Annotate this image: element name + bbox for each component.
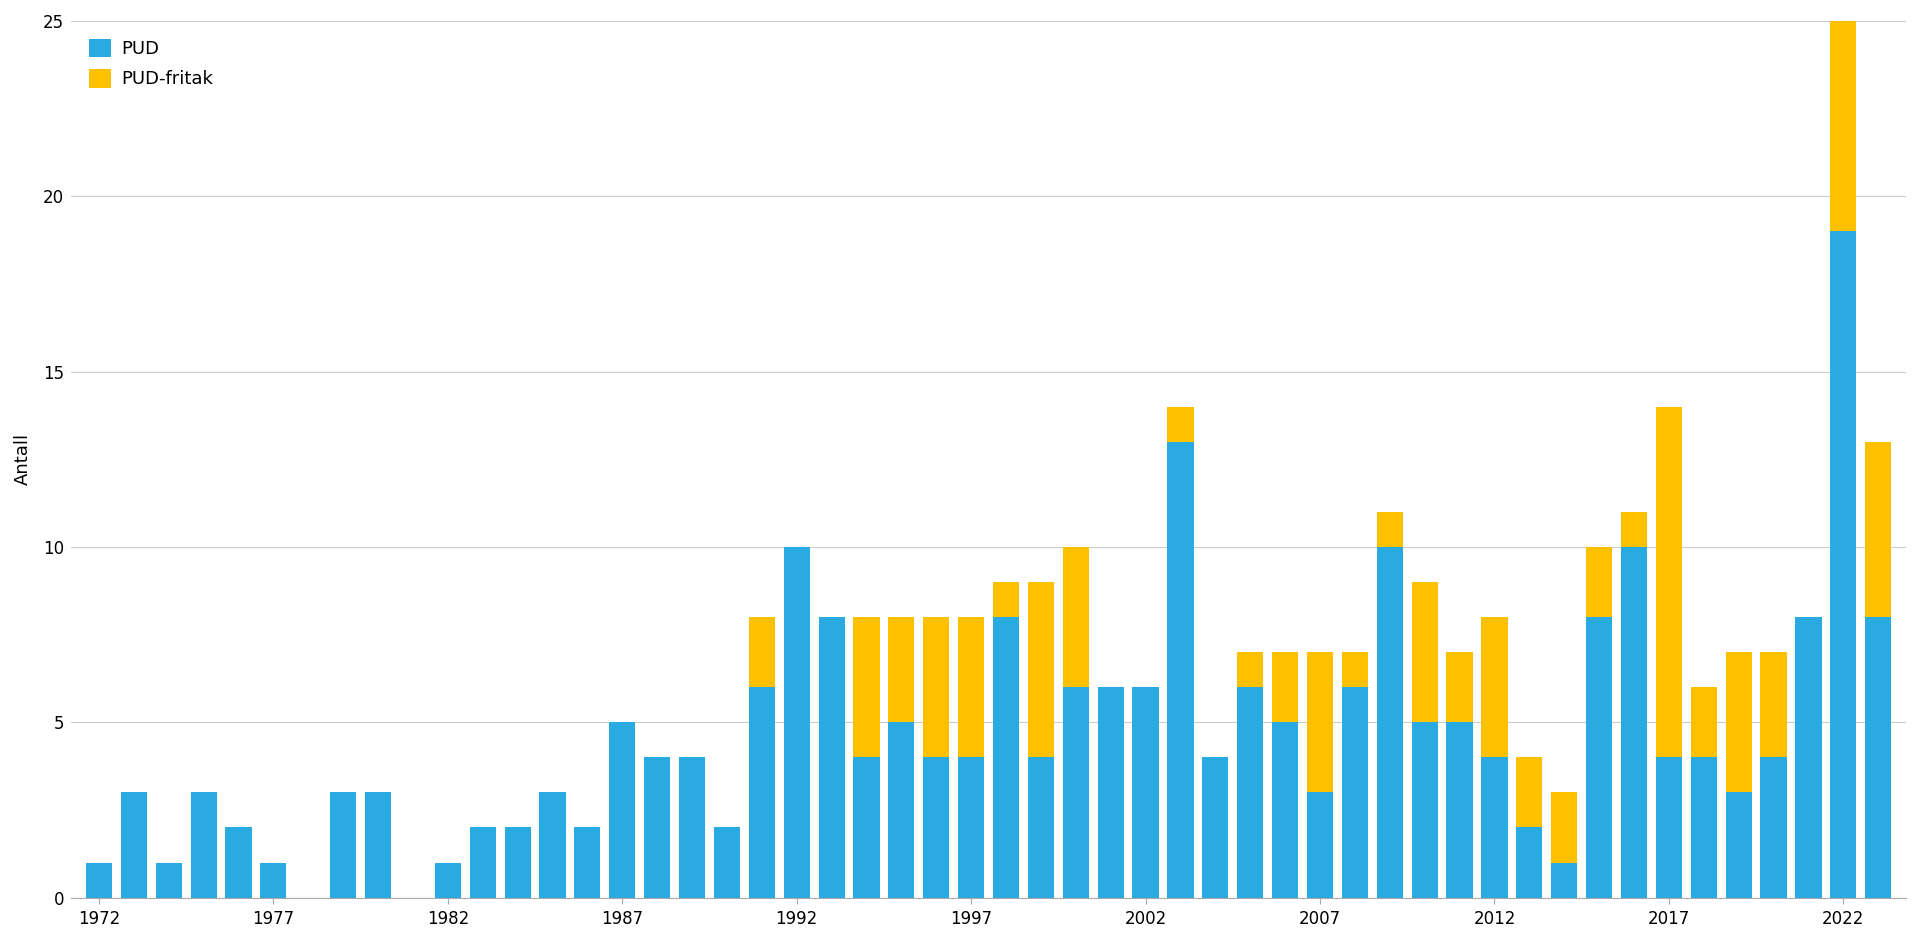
Bar: [225, 827, 252, 898]
Bar: [330, 792, 357, 898]
Bar: [749, 617, 776, 688]
Bar: [993, 617, 1020, 898]
Bar: [1342, 688, 1367, 898]
Bar: [156, 863, 182, 898]
Legend: PUD, PUD-fritak: PUD, PUD-fritak: [81, 30, 223, 98]
Bar: [1517, 757, 1542, 827]
Bar: [1761, 757, 1788, 898]
Bar: [852, 757, 879, 898]
Bar: [540, 792, 566, 898]
Bar: [574, 827, 601, 898]
Bar: [1167, 442, 1194, 898]
Bar: [680, 757, 705, 898]
Bar: [470, 827, 495, 898]
Bar: [1273, 652, 1298, 723]
Bar: [86, 863, 111, 898]
Bar: [852, 617, 879, 757]
Bar: [1761, 652, 1788, 757]
Bar: [749, 688, 776, 898]
Bar: [1308, 652, 1332, 792]
Bar: [1446, 652, 1473, 723]
Bar: [1586, 547, 1613, 617]
Bar: [1482, 757, 1507, 898]
Bar: [1202, 757, 1229, 898]
Bar: [1167, 407, 1194, 442]
Bar: [1864, 617, 1891, 898]
Bar: [1446, 723, 1473, 898]
Bar: [1864, 442, 1891, 617]
Bar: [958, 757, 985, 898]
Bar: [1308, 792, 1332, 898]
Bar: [1620, 547, 1647, 898]
Bar: [1586, 617, 1613, 898]
Bar: [1795, 617, 1822, 898]
Bar: [1726, 792, 1751, 898]
Bar: [505, 827, 530, 898]
Bar: [190, 792, 217, 898]
Bar: [1620, 512, 1647, 547]
Bar: [1098, 688, 1123, 898]
Bar: [924, 757, 948, 898]
Y-axis label: Antall: Antall: [13, 433, 33, 485]
Bar: [889, 617, 914, 723]
Bar: [609, 723, 636, 898]
Bar: [643, 757, 670, 898]
Bar: [434, 863, 461, 898]
Bar: [1064, 688, 1089, 898]
Bar: [1236, 652, 1263, 688]
Bar: [1027, 757, 1054, 898]
Bar: [1830, 232, 1857, 898]
Bar: [818, 617, 845, 898]
Bar: [1655, 407, 1682, 757]
Bar: [1273, 723, 1298, 898]
Bar: [1517, 827, 1542, 898]
Bar: [1411, 723, 1438, 898]
Bar: [783, 547, 810, 898]
Bar: [714, 827, 739, 898]
Bar: [924, 617, 948, 757]
Bar: [1133, 688, 1158, 898]
Bar: [261, 863, 286, 898]
Bar: [1482, 617, 1507, 757]
Bar: [1377, 547, 1404, 898]
Bar: [1655, 757, 1682, 898]
Bar: [1342, 652, 1367, 688]
Bar: [1692, 757, 1716, 898]
Bar: [121, 792, 148, 898]
Bar: [1726, 652, 1751, 792]
Bar: [1551, 792, 1578, 863]
Bar: [889, 723, 914, 898]
Bar: [1027, 582, 1054, 757]
Bar: [1236, 688, 1263, 898]
Bar: [1064, 547, 1089, 688]
Bar: [1411, 582, 1438, 723]
Bar: [365, 792, 392, 898]
Bar: [1377, 512, 1404, 547]
Bar: [1551, 863, 1578, 898]
Bar: [993, 582, 1020, 617]
Bar: [1830, 21, 1857, 232]
Bar: [1692, 688, 1716, 757]
Bar: [958, 617, 985, 757]
